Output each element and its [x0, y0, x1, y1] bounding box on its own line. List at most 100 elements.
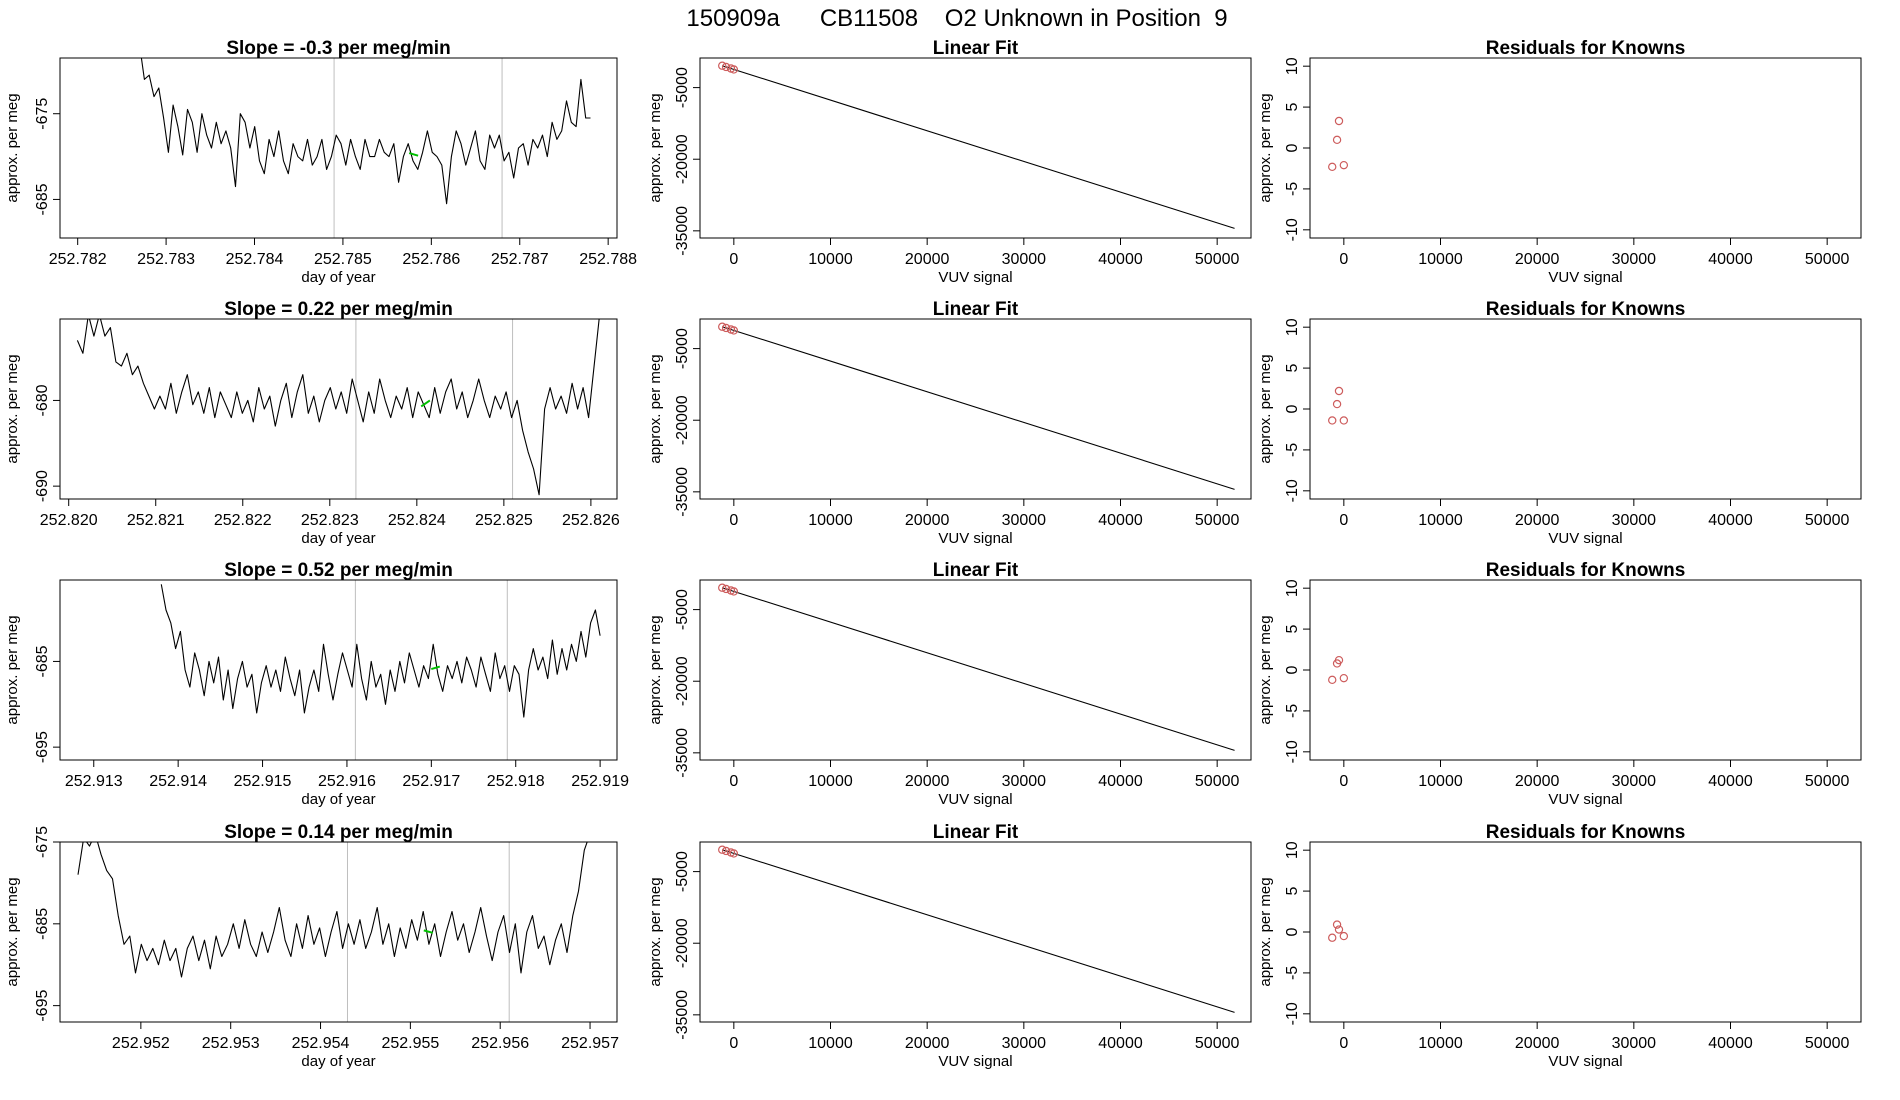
y-axis: -5000 -20000 -35000: [674, 328, 701, 517]
data-point: [1328, 675, 1337, 685]
x-tick-label: 252.915: [234, 773, 292, 790]
x-tick-label: 20000: [905, 251, 950, 268]
x-tick-label: 20000: [905, 773, 950, 790]
panel-title: Residuals for Knowns: [1486, 822, 1686, 843]
y-tick-label: 5: [1284, 364, 1301, 373]
y-tick-label: -5000: [674, 67, 691, 108]
plot-area: [718, 845, 1235, 1013]
x-tick-label: 252.916: [318, 773, 376, 790]
x-axis: 0 10000 20000 30000 40000 50000: [729, 498, 1240, 529]
x-axis: 0 10000 20000 30000 40000 50000: [1339, 498, 1850, 529]
x-axis: 0 10000 20000 30000 40000 50000: [1339, 759, 1850, 790]
x-tick-label: 10000: [808, 512, 853, 529]
y-tick-label: -5000: [674, 328, 691, 369]
data-point: [1328, 933, 1337, 942]
x-tick-label: 252.823: [301, 512, 359, 529]
panel-title: Residuals for Knowns: [1486, 38, 1686, 59]
x-tick-label: 0: [1339, 512, 1348, 529]
y-tick-label: 0: [1284, 143, 1301, 152]
fit-line: [722, 849, 1235, 1013]
y-axis: 10 5 0 -5 -10: [1284, 841, 1311, 1025]
plot-frame: [59, 318, 618, 500]
fit-line: [722, 587, 1235, 751]
y-axis-label: approx. per meg: [647, 877, 664, 986]
y-tick-label: -20000: [674, 918, 691, 968]
x-tick-label: 50000: [1805, 773, 1850, 790]
x-tick-label: 10000: [1418, 251, 1463, 268]
y-tick-label: -695: [34, 990, 51, 1022]
x-tick-label: 30000: [1612, 1035, 1657, 1052]
plot-area: [77, 842, 588, 1022]
x-tick-label: 50000: [1805, 251, 1850, 268]
x-tick-label: 30000: [1612, 773, 1657, 790]
x-tick-label: 10000: [808, 251, 853, 268]
x-tick-label: 30000: [1002, 512, 1047, 529]
panel-title: Linear Fit: [933, 560, 1019, 581]
x-tick-label: 20000: [905, 512, 950, 529]
x-tick-label: 50000: [1805, 512, 1850, 529]
x-axis-label: day of year: [301, 791, 375, 808]
x-axis-label: VUV signal: [938, 269, 1012, 286]
x-tick-label: 252.917: [402, 773, 460, 790]
x-axis-label: day of year: [301, 530, 375, 547]
y-tick-label: -10: [1284, 740, 1301, 763]
y-tick-label: 10: [1284, 57, 1301, 75]
data-point: [721, 323, 731, 333]
x-axis-label: VUV signal: [1548, 791, 1622, 808]
x-tick-label: 0: [1339, 773, 1348, 790]
plot-frame: [59, 841, 618, 1023]
panel-title: Linear Fit: [933, 38, 1019, 59]
x-tick-label: 50000: [1195, 512, 1240, 529]
x-axis: 0 10000 20000 30000 40000 50000: [1339, 237, 1850, 268]
y-axis: 10 5 0 -5 -10: [1284, 318, 1311, 502]
x-tick-label: 252.918: [487, 773, 545, 790]
x-tick-label: 20000: [1515, 1035, 1560, 1052]
y-tick-label: -5: [1284, 704, 1301, 718]
y-axis-label: approx. per meg: [4, 615, 21, 724]
x-tick-label: 10000: [1418, 773, 1463, 790]
data-trace-line: [140, 58, 591, 205]
panel-title: Linear Fit: [933, 299, 1019, 320]
data-point: [1339, 931, 1349, 941]
x-tick-label: 30000: [1002, 1035, 1047, 1052]
x-tick-label: 10000: [1418, 1035, 1463, 1052]
x-tick-label: 40000: [1098, 1035, 1143, 1052]
y-tick-label: 10: [1284, 579, 1301, 597]
x-axis-label: VUV signal: [1548, 1053, 1622, 1070]
y-axis: -675 -685: [34, 98, 61, 215]
data-point: [1334, 386, 1344, 396]
y-tick-label: -35000: [674, 728, 691, 778]
x-tick-label: 0: [1339, 251, 1348, 268]
data-point: [729, 326, 739, 335]
y-axis-label: approx. per meg: [647, 93, 664, 202]
data-point: [729, 849, 739, 858]
x-tick-label: 10000: [808, 1035, 853, 1052]
x-axis: 0 10000 20000 30000 40000 50000: [729, 237, 1240, 268]
y-tick-label: -675: [34, 98, 51, 130]
x-tick-label: 20000: [1515, 251, 1560, 268]
plot-frame: [1309, 318, 1862, 500]
y-tick-label: -5: [1284, 182, 1301, 196]
x-tick-label: 252.957: [561, 1035, 619, 1052]
x-axis-label: VUV signal: [938, 530, 1012, 547]
panel-r2-c3: Residuals for Knowns 0 10000 20000 30000 4000…: [1257, 299, 1862, 547]
panel-title: Linear Fit: [933, 822, 1019, 843]
data-trace-line: [77, 842, 588, 978]
panel-title: Slope = 0.14 per meg/min: [224, 822, 453, 843]
y-tick-label: 0: [1284, 927, 1301, 936]
x-tick-label: 0: [729, 1035, 738, 1052]
x-tick-label: 50000: [1195, 251, 1240, 268]
y-axis-label: approx. per meg: [1257, 93, 1274, 202]
highlight-segment: [423, 929, 434, 934]
plot-area: [160, 580, 601, 760]
x-axis: 252.782 252.783 252.784 252.785 252.786 252.7…: [49, 237, 637, 268]
x-tick-label: 252.785: [314, 251, 372, 268]
y-tick-label: -5000: [674, 589, 691, 630]
y-axis-label: approx. per meg: [4, 877, 21, 986]
x-tick-label: 252.913: [65, 773, 123, 790]
x-tick-label: 252.786: [402, 251, 460, 268]
x-tick-label: 40000: [1708, 512, 1753, 529]
y-tick-label: -20000: [674, 134, 691, 184]
